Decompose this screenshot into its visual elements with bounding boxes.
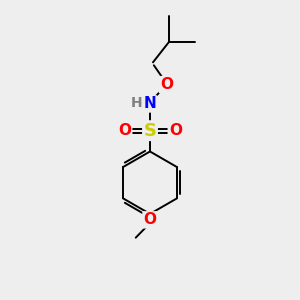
Text: H: H — [131, 96, 142, 110]
Text: O: O — [118, 123, 131, 138]
Text: O: O — [169, 123, 182, 138]
Text: O: O — [143, 212, 157, 227]
Text: S: S — [143, 122, 157, 140]
Text: N: N — [144, 96, 156, 111]
Text: O: O — [160, 77, 173, 92]
